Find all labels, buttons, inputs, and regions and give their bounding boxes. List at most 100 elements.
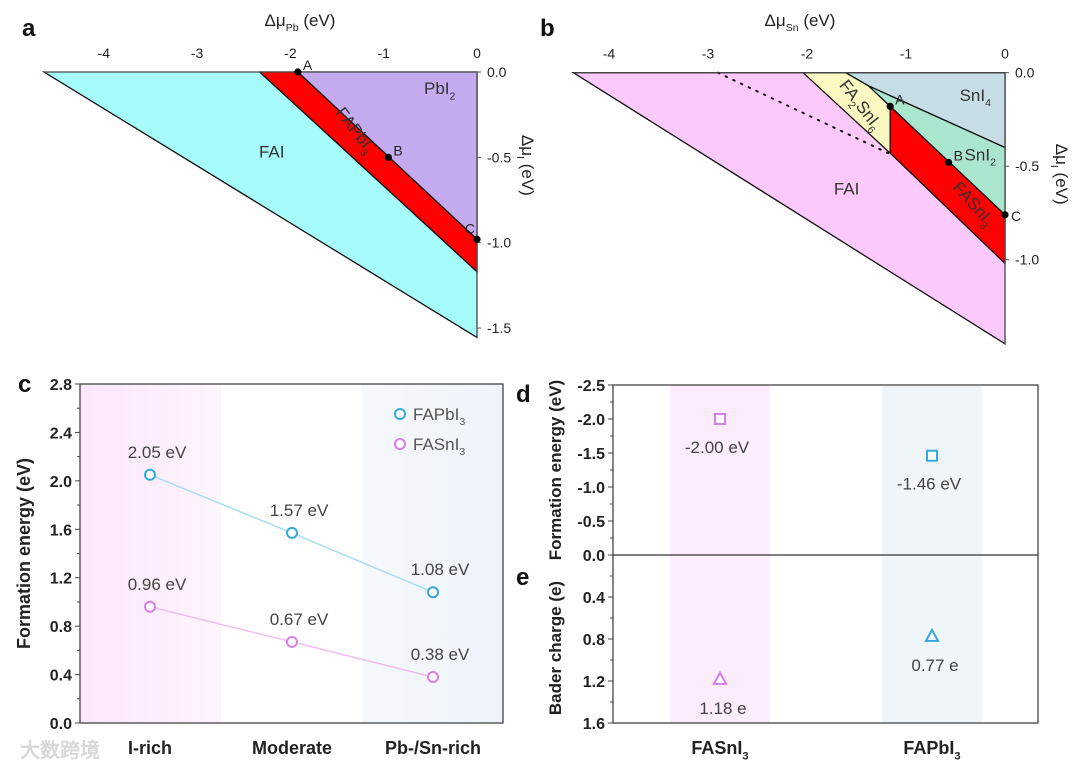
y-tick-label: -1.0 <box>1015 252 1039 268</box>
data-label: 0.67 eV <box>270 610 329 629</box>
band-pb-sn-rich <box>362 384 503 723</box>
data-point <box>286 526 298 539</box>
y-tick-label: -1.0 <box>577 480 605 497</box>
x-tick-label: Moderate <box>252 738 332 758</box>
point-label-c: C <box>1011 208 1021 224</box>
legend-marker <box>394 438 406 450</box>
square-marker <box>714 413 726 425</box>
y-tick-label: 1.6 <box>583 716 605 733</box>
y-tick-label: -0.5 <box>577 514 605 531</box>
x-tick-label: -3 <box>191 45 204 61</box>
y-axis-title-e: Bader charge (e) <box>546 581 565 715</box>
y-axis-title-d: Formation energy (eV) <box>546 380 565 560</box>
y-tick-label: -2.5 <box>577 378 605 395</box>
x-axis-title: ΔμPb (eV) <box>265 11 336 34</box>
y-tick-label: -1.5 <box>577 446 605 463</box>
y-tick-label: 0.8 <box>50 619 72 636</box>
data-label: 0.77 e <box>911 656 958 675</box>
data-point <box>144 600 156 613</box>
band-i-rich <box>80 384 221 723</box>
plot-frame-de <box>612 384 1039 724</box>
x-tick-label: FASnI3 <box>691 738 748 762</box>
y-tick-label: -1.0 <box>487 235 511 251</box>
legend-label: FASnI3 <box>413 435 465 458</box>
panel-label-b: b <box>540 15 555 42</box>
x-tick-label: -4 <box>98 45 111 61</box>
y-tick-label: 0.8 <box>583 632 605 649</box>
x-tick-label: FAPbI3 <box>903 738 960 762</box>
data-point <box>286 635 298 648</box>
region-label-pbi2: PbI2 <box>424 79 456 102</box>
y-axis-title: ΔμI (eV) <box>1048 144 1071 205</box>
data-label: 0.38 eV <box>411 645 470 664</box>
band-fapbi3 <box>882 385 982 723</box>
y-tick-label: -0.5 <box>487 149 511 165</box>
y-tick-label: 2.4 <box>50 425 72 442</box>
x-tick-label: 0 <box>473 45 481 61</box>
y-tick-label: 0.0 <box>583 548 605 565</box>
point-b <box>384 153 392 161</box>
region-label-fai: FAI <box>834 179 860 198</box>
x-tick-label: -1 <box>377 45 390 61</box>
region-label-sni4: SnI4 <box>960 86 992 109</box>
watermark: 大数跨境 <box>20 738 100 762</box>
point-b <box>944 158 953 167</box>
point-label-b: B <box>393 142 402 158</box>
point-a <box>294 68 302 76</box>
y-tick-label: 1.2 <box>583 674 605 691</box>
point-a <box>886 102 894 110</box>
x-tick-label: I-rich <box>128 738 172 758</box>
data-label: -1.46 eV <box>897 475 962 494</box>
x-axis-title: ΔμSn (eV) <box>765 11 836 34</box>
x-tick-label: 0 <box>1001 46 1009 62</box>
y-tick-label: -0.5 <box>1015 158 1039 174</box>
data-label: 2.05 eV <box>128 443 187 462</box>
y-tick-label: 0.4 <box>583 590 605 607</box>
x-tick-label: -1 <box>900 46 913 62</box>
point-c <box>473 235 481 243</box>
panel-label-c: c <box>18 371 31 398</box>
panel-label-d: d <box>516 381 531 408</box>
y-tick-label: -1.5 <box>487 320 511 336</box>
y-tick-label: 0.0 <box>1015 65 1035 81</box>
point-label-b: B <box>954 147 963 163</box>
y-tick-label: -2.0 <box>577 412 605 429</box>
x-tick-label: -3 <box>702 46 715 62</box>
data-label: 0.96 eV <box>128 575 187 594</box>
legend-label: FAPbI3 <box>413 405 465 428</box>
panel-label-a: a <box>22 15 36 42</box>
panel-label-e: e <box>516 564 529 591</box>
y-tick-label: 0.0 <box>487 64 507 80</box>
x-tick-label: Pb-/Sn-rich <box>385 738 481 758</box>
point-label-c: C <box>465 220 475 236</box>
y-tick-label: 0.0 <box>50 716 72 733</box>
region-label-fai: FAI <box>259 142 285 161</box>
y-axis-title: ΔμI (eV) <box>514 135 537 196</box>
x-tick-label: -2 <box>284 45 297 61</box>
data-point <box>144 468 156 481</box>
data-point <box>427 586 439 599</box>
square-marker <box>926 449 938 462</box>
y-tick-label: 2.0 <box>50 474 72 491</box>
y-axis-title: Formation energy (eV) <box>14 458 34 649</box>
region-label-sni2: SnI2 <box>965 146 997 169</box>
legend-marker <box>394 408 406 420</box>
x-tick-label: -2 <box>801 46 814 62</box>
point-c <box>1001 211 1009 219</box>
data-point <box>427 670 439 683</box>
triangle-marker <box>712 670 728 685</box>
data-label: 1.08 eV <box>411 560 470 579</box>
y-tick-label: 2.8 <box>50 377 72 394</box>
band-fasni3 <box>670 385 770 723</box>
y-tick-label: 0.4 <box>50 668 72 685</box>
data-label: 1.18 e <box>699 699 746 718</box>
triangle-marker <box>924 627 940 642</box>
data-label: 1.57 eV <box>270 501 329 520</box>
x-tick-label: -4 <box>603 46 616 62</box>
y-tick-label: 1.2 <box>50 571 72 588</box>
y-tick-label: 1.6 <box>50 522 72 539</box>
dotted-boundary <box>716 71 890 155</box>
point-label-a: A <box>303 57 313 73</box>
